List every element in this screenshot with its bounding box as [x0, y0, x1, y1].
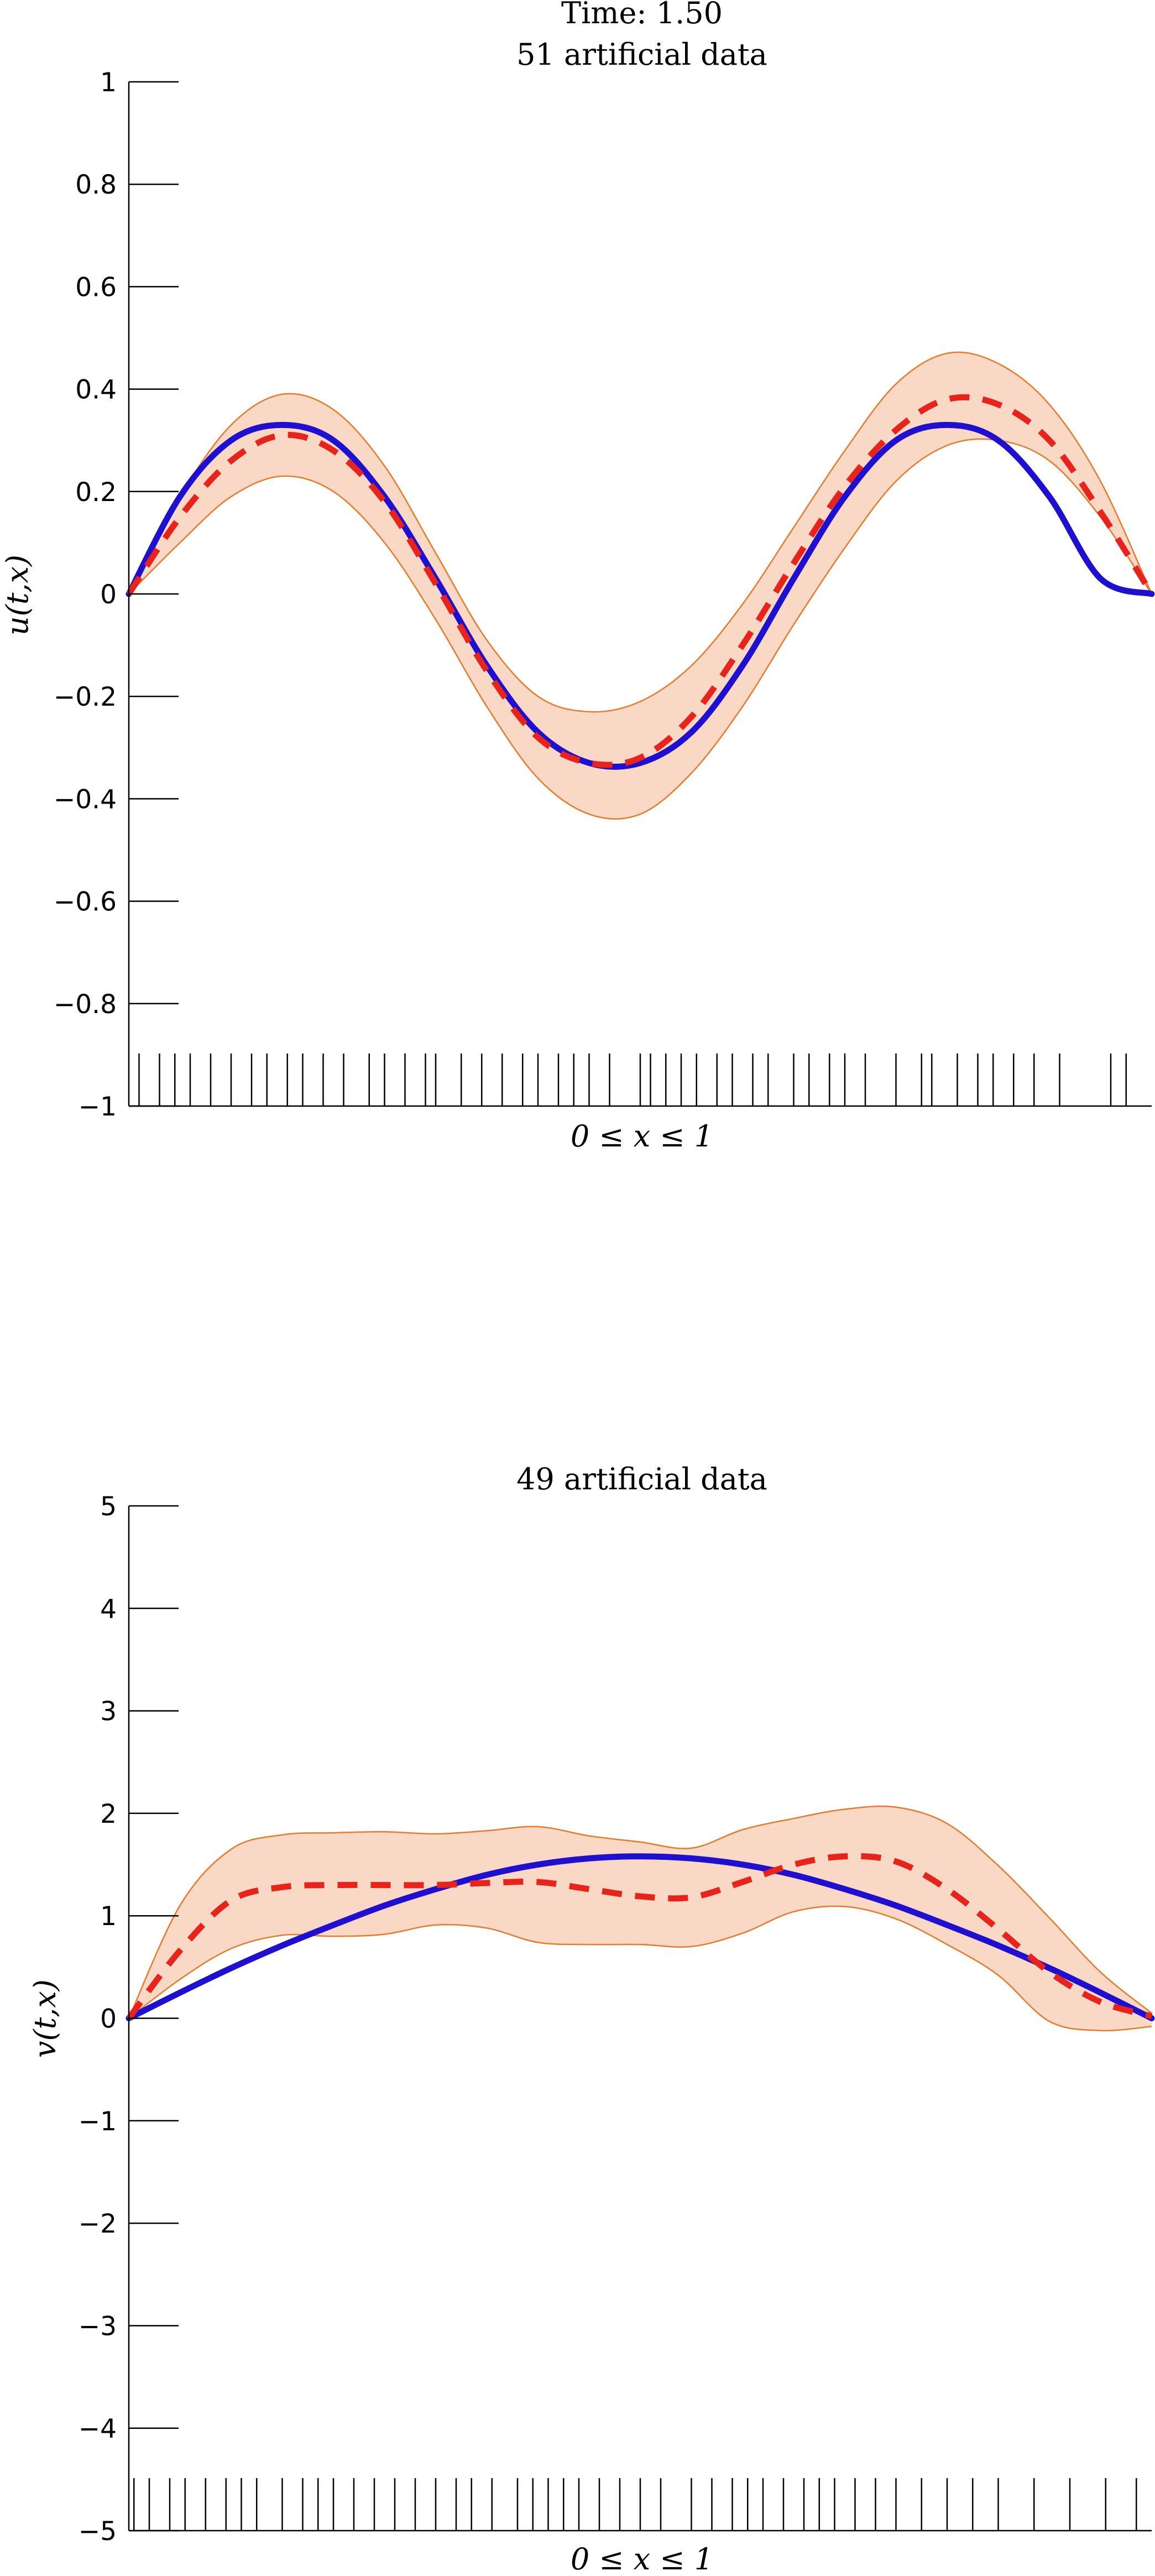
u-y-tick-label: −1: [79, 1092, 117, 1122]
u-y-tick-label: 0: [100, 580, 117, 610]
u-estimate-line: [126, 394, 1154, 768]
v-y-tick-label: 4: [100, 1594, 117, 1624]
v-y-tick-label: −2: [79, 2209, 117, 2239]
u-y-tick-label: 0.2: [75, 477, 117, 508]
v-lines: [126, 1853, 1155, 2021]
v-y-tick-label: −5: [79, 2516, 117, 2547]
v-estimate-line: [126, 1853, 1153, 2020]
v-y-tick-label: 2: [100, 1799, 117, 1829]
v-y-tick-label: 5: [100, 1492, 117, 1522]
u-y-tick-label: 0.6: [75, 272, 117, 303]
v-band-area: [129, 1806, 1152, 2031]
u-y-tick-label: −0.8: [54, 989, 117, 1020]
u-y-tick-label: 1: [100, 67, 117, 98]
u-y-tick-label: 0.4: [75, 375, 117, 405]
v-band-lower-edge: [128, 1905, 1152, 2032]
v-y-tick-label: 3: [100, 1697, 117, 1727]
u-xlabel: 0 ≤ x ≤ 1: [571, 1119, 713, 1154]
v-y-tick-label: 1: [100, 1901, 117, 1932]
u-band-area: [129, 352, 1152, 819]
u-exact-line: [126, 421, 1155, 770]
u-data-rug: [138, 1054, 1127, 1106]
v-exact-line: [126, 1853, 1155, 2021]
v-y-tick-label: −3: [79, 2311, 117, 2342]
u-band-upper-edge: [128, 351, 1153, 713]
u-lines: [126, 394, 1155, 770]
u-subplot: −1 −0.8 −0.6 −0.4 −0.2 0 0.2 0.4 0.6 0.8 1 51 arti…: [0, 37, 1155, 1154]
u-y-tick-label: −0.6: [54, 887, 117, 917]
v-band-upper-edge: [128, 1805, 1152, 2019]
v-ylabel: v(t,x): [28, 1979, 62, 2058]
u-y-tick-label: −0.2: [54, 682, 117, 712]
u-uncertainty-band: [128, 351, 1153, 820]
v-title: 49 artificial data: [516, 1462, 767, 1496]
v-y-tick-label: −1: [79, 2106, 117, 2137]
v-xlabel: 0 ≤ x ≤ 1: [571, 2542, 713, 2576]
u-axes: −1 −0.8 −0.6 −0.4 −0.2 0 0.2 0.4 0.6 0.8 1: [54, 67, 1152, 1122]
figure-suptitle: Time: 1.50: [561, 0, 723, 30]
v-y-tick-label: 0: [100, 2004, 117, 2035]
u-y-tick-label: −0.4: [54, 784, 117, 815]
u-title: 51 artificial data: [516, 37, 767, 72]
v-axes: −5 −4 −3 −2 −1 0 1 2 3 4 5: [79, 1492, 1152, 2547]
u-band-lower-edge: [128, 438, 1153, 820]
u-ylabel: u(t,x): [0, 555, 35, 635]
v-subplot: −5 −4 −3 −2 −1 0 1 2 3 4 5 49 artificial data 0 ≤ …: [28, 1462, 1155, 2576]
v-y-tick-label: −4: [79, 2414, 117, 2444]
v-data-rug: [133, 2478, 1137, 2531]
u-y-tick-label: 0.8: [75, 170, 117, 200]
v-uncertainty-band: [128, 1805, 1152, 2032]
